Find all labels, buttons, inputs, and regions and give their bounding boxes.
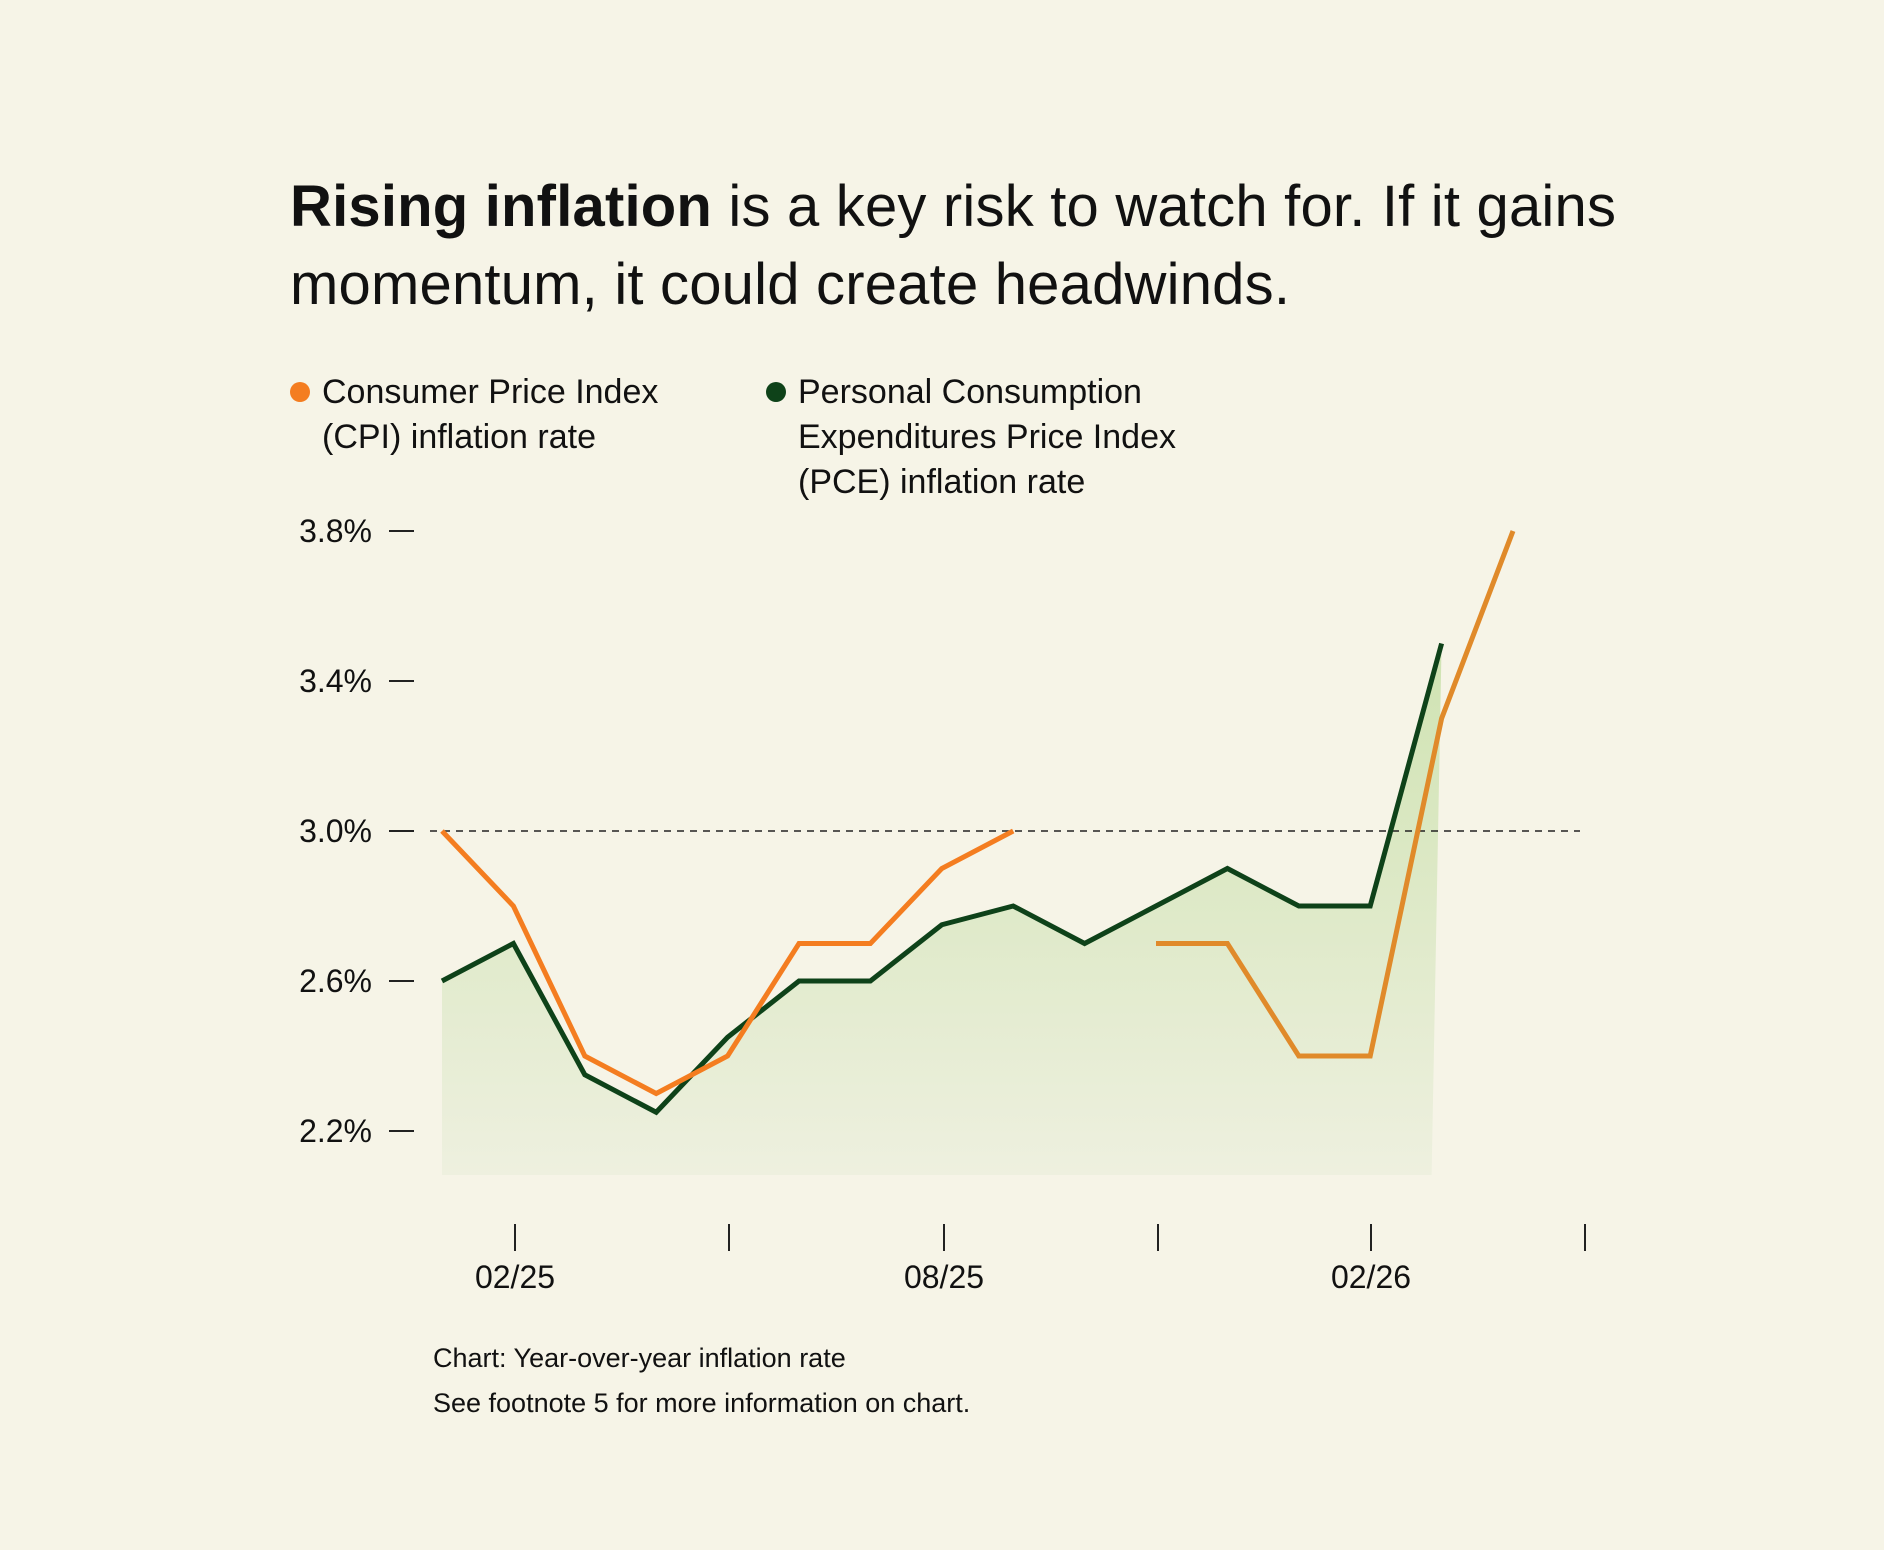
legend-dot-pce [766,382,786,402]
headline: Rising inflation is a key risk to watch … [290,168,1640,324]
cpi-line [1156,530,1516,1059]
pce-line [440,642,1445,1116]
x-tick-label: 02/25 [475,1259,555,1295]
headline-bold: Rising inflation [290,174,713,239]
cpi-line [440,828,1015,1097]
y-tick-label: 3.4% [299,663,372,699]
legend-dot-cpi [290,382,310,402]
chart-notes: Chart: Year-over-year inflation rate See… [433,1336,970,1426]
pce-area [442,643,1442,1175]
y-tick-label: 3.0% [299,813,372,849]
x-tick-label: 02/26 [1331,1259,1411,1295]
y-tick-label: 2.2% [299,1113,372,1149]
legend-label-cpi: Consumer Price Index (CPI) inflation rat… [322,373,659,456]
y-tick-label: 2.6% [299,963,372,999]
x-tick-label: 08/25 [904,1259,984,1295]
legend-label-pce: Personal Consumption Expenditures Price … [798,373,1176,501]
chart-note-line1: Chart: Year-over-year inflation rate [433,1343,846,1373]
headline-rest: is a key risk to watch for. If it gains … [290,174,1617,317]
chart-note-line2: See footnote 5 for more information on c… [433,1388,971,1418]
y-tick-label: 3.8% [299,513,372,549]
